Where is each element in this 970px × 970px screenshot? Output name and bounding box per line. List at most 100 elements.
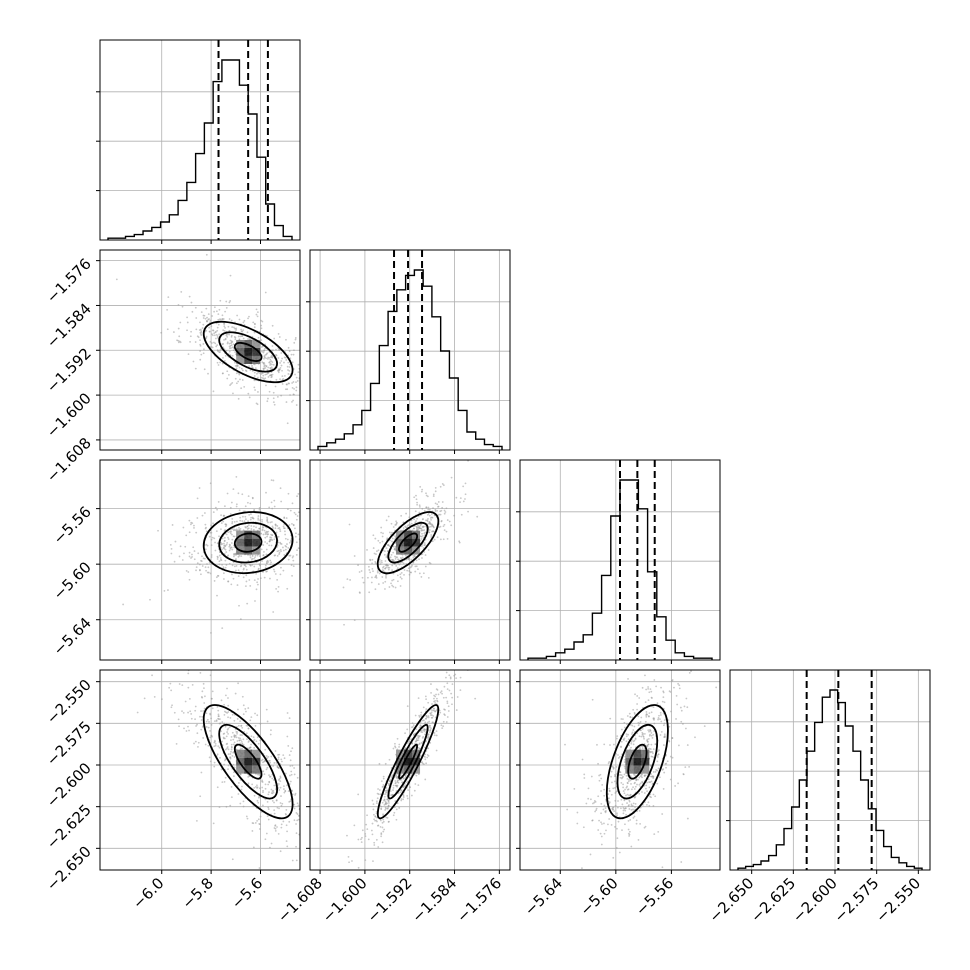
- sample-point: [256, 315, 259, 318]
- sample-point: [284, 772, 287, 775]
- sample-point: [632, 808, 634, 811]
- sample-point: [464, 493, 467, 496]
- sample-point: [232, 775, 235, 778]
- sample-point: [647, 686, 649, 688]
- sample-point: [634, 738, 637, 740]
- sample-point: [266, 542, 269, 545]
- sample-point: [649, 688, 652, 691]
- sample-point: [641, 686, 644, 689]
- sample-point: [442, 538, 445, 541]
- sample-point: [598, 779, 601, 782]
- sample-point: [216, 361, 219, 364]
- sample-point: [628, 804, 630, 806]
- sample-point: [387, 821, 390, 823]
- sample-point: [261, 780, 263, 783]
- sample-point: [177, 303, 180, 306]
- sample-point: [422, 525, 425, 528]
- sample-point: [269, 358, 272, 361]
- sample-point: [271, 790, 274, 793]
- sample-point: [281, 760, 283, 763]
- sample-point: [187, 571, 190, 573]
- density-cell: [236, 765, 245, 774]
- sample-point: [286, 383, 288, 386]
- sample-point: [217, 709, 220, 712]
- sample-point: [243, 319, 246, 322]
- sample-point: [241, 785, 243, 788]
- sample-point: [178, 683, 181, 685]
- sample-point: [222, 733, 225, 735]
- sample-point: [623, 726, 626, 729]
- sample-point: [594, 801, 597, 803]
- sample-point: [352, 554, 354, 556]
- sample-point: [230, 319, 233, 322]
- density-cell: [641, 749, 650, 758]
- sample-point: [308, 859, 310, 861]
- sample-point: [596, 743, 598, 746]
- sample-point: [458, 541, 461, 544]
- sample-point: [265, 548, 268, 551]
- sample-point: [412, 527, 415, 530]
- sample-point: [252, 321, 255, 324]
- sample-point: [216, 594, 218, 597]
- sample-point: [297, 363, 300, 366]
- sample-point: [644, 674, 646, 677]
- sample-point: [406, 524, 409, 527]
- sample-point: [266, 358, 269, 360]
- sample-point: [622, 812, 625, 815]
- sample-point: [603, 804, 606, 807]
- sample-point: [253, 326, 256, 329]
- sample-point: [420, 538, 423, 540]
- sample-point: [632, 729, 635, 731]
- sample-point: [376, 571, 379, 574]
- sample-point: [680, 709, 683, 712]
- sample-point: [620, 777, 623, 780]
- sample-point: [238, 509, 241, 512]
- sample-point: [281, 802, 284, 805]
- sample-point: [627, 780, 630, 783]
- sample-point: [247, 338, 249, 340]
- sample-point: [223, 325, 226, 328]
- sample-point: [390, 776, 393, 778]
- sample-point: [426, 753, 429, 756]
- sample-point: [638, 735, 641, 738]
- sample-point: [459, 501, 461, 504]
- sample-point: [435, 688, 438, 690]
- sample-point: [221, 563, 223, 566]
- sample-point: [625, 733, 628, 736]
- sample-point: [231, 573, 233, 576]
- sample-point: [280, 500, 283, 503]
- sample-point: [459, 676, 462, 679]
- sample-point: [249, 502, 252, 505]
- sample-point: [253, 746, 256, 749]
- sample-point: [199, 569, 201, 571]
- sample-point: [244, 505, 247, 508]
- sample-point: [382, 777, 385, 780]
- sample-point: [626, 782, 629, 785]
- sample-point: [417, 697, 420, 700]
- sample-point: [247, 741, 250, 743]
- sample-point: [200, 710, 202, 712]
- x-tick-label: −5.64: [521, 874, 566, 919]
- sample-point: [376, 792, 379, 795]
- sample-point: [255, 572, 257, 575]
- sample-point: [232, 743, 235, 746]
- sample-point: [242, 529, 245, 532]
- sample-point: [267, 521, 269, 524]
- sample-point: [581, 867, 583, 870]
- density-cell: [404, 546, 413, 555]
- sample-point: [240, 330, 243, 333]
- sample-point: [273, 812, 276, 815]
- sample-point: [384, 793, 387, 795]
- sample-point: [429, 517, 432, 519]
- sample-point: [648, 781, 651, 783]
- sample-point: [305, 809, 307, 811]
- density-cell: [244, 538, 253, 547]
- sample-point: [401, 556, 404, 559]
- sample-point: [275, 762, 278, 764]
- sample-point: [432, 530, 435, 532]
- sample-point: [411, 742, 414, 745]
- sample-point: [170, 706, 173, 709]
- sample-point: [394, 742, 396, 745]
- sample-point: [226, 712, 228, 714]
- scatter-panel-2-3: [564, 670, 718, 870]
